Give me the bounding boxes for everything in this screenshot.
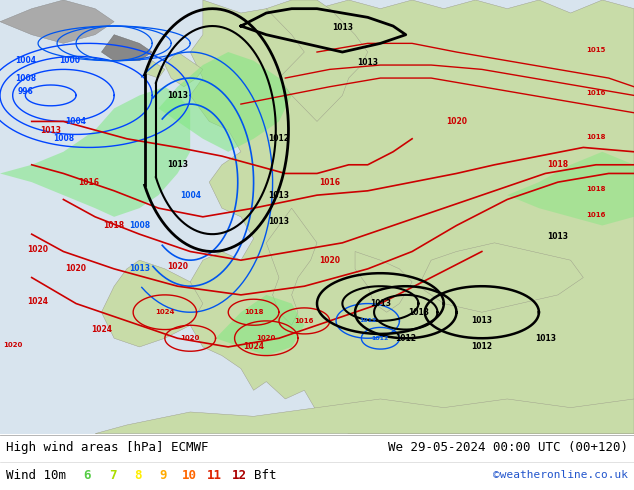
Text: We 29-05-2024 00:00 UTC (00+120): We 29-05-2024 00:00 UTC (00+120) xyxy=(387,441,628,454)
Text: 1013: 1013 xyxy=(167,91,188,100)
Text: 1013: 1013 xyxy=(408,308,429,317)
Text: 1016: 1016 xyxy=(78,178,100,187)
Text: 1012: 1012 xyxy=(395,334,417,343)
Text: 1024: 1024 xyxy=(155,309,174,315)
Text: 1024: 1024 xyxy=(91,325,112,334)
Text: ©weatheronline.co.uk: ©weatheronline.co.uk xyxy=(493,470,628,480)
Text: 1013: 1013 xyxy=(534,334,556,343)
Text: 1016: 1016 xyxy=(319,178,340,187)
Polygon shape xyxy=(158,52,292,152)
Text: 1020: 1020 xyxy=(65,265,87,273)
Text: 1008: 1008 xyxy=(53,134,74,143)
Text: 1013: 1013 xyxy=(471,317,493,325)
Text: 1013: 1013 xyxy=(357,58,378,67)
Text: 1013: 1013 xyxy=(268,217,290,226)
Text: 1020: 1020 xyxy=(167,262,188,271)
Polygon shape xyxy=(101,35,152,61)
Polygon shape xyxy=(101,260,203,347)
Text: 1004: 1004 xyxy=(179,191,201,199)
Text: 1020: 1020 xyxy=(446,117,467,126)
Text: 12: 12 xyxy=(232,469,247,482)
Polygon shape xyxy=(266,0,368,122)
Text: 1018: 1018 xyxy=(586,186,605,192)
Text: 1018: 1018 xyxy=(244,309,263,315)
Text: Wind 10m: Wind 10m xyxy=(6,469,67,482)
Text: 1013: 1013 xyxy=(370,299,391,308)
Text: Bft: Bft xyxy=(254,469,276,482)
Text: 1012: 1012 xyxy=(359,318,377,323)
Polygon shape xyxy=(165,52,203,87)
Text: 1018: 1018 xyxy=(586,134,605,140)
Text: 1012: 1012 xyxy=(471,343,493,351)
Text: 1020: 1020 xyxy=(319,256,340,265)
Polygon shape xyxy=(266,208,317,325)
Text: 10: 10 xyxy=(181,469,197,482)
Text: 1020: 1020 xyxy=(257,335,276,341)
Text: 6: 6 xyxy=(84,469,91,482)
Text: 1004: 1004 xyxy=(65,117,87,126)
Text: 1018: 1018 xyxy=(547,160,569,169)
Text: 1020: 1020 xyxy=(3,342,22,348)
Text: 1013: 1013 xyxy=(332,24,353,32)
Text: 1012: 1012 xyxy=(268,134,290,143)
Text: 1024: 1024 xyxy=(243,343,264,351)
Text: 996: 996 xyxy=(18,87,33,96)
Text: 9: 9 xyxy=(160,469,167,482)
Text: 1012: 1012 xyxy=(372,336,389,341)
Polygon shape xyxy=(146,61,165,78)
Text: 1018: 1018 xyxy=(103,221,125,230)
Text: 1016: 1016 xyxy=(295,318,314,324)
Text: 1013: 1013 xyxy=(129,265,150,273)
Text: 8: 8 xyxy=(134,469,142,482)
Text: 1008: 1008 xyxy=(129,221,150,230)
Text: 1013: 1013 xyxy=(268,191,290,199)
Polygon shape xyxy=(0,87,190,217)
Text: 1000: 1000 xyxy=(59,56,81,65)
Text: 1013: 1013 xyxy=(167,160,188,169)
Polygon shape xyxy=(0,0,114,44)
Polygon shape xyxy=(507,152,634,225)
Text: 1016: 1016 xyxy=(586,90,605,97)
Text: 1015: 1015 xyxy=(586,47,605,53)
Text: 7: 7 xyxy=(109,469,117,482)
Polygon shape xyxy=(418,243,583,312)
Text: 11: 11 xyxy=(207,469,222,482)
Text: 1013: 1013 xyxy=(547,231,569,241)
Polygon shape xyxy=(355,251,412,312)
Polygon shape xyxy=(216,295,304,356)
Polygon shape xyxy=(95,399,634,434)
Text: 1016: 1016 xyxy=(586,212,605,218)
Text: High wind areas [hPa] ECMWF: High wind areas [hPa] ECMWF xyxy=(6,441,209,454)
Text: 1020: 1020 xyxy=(181,335,200,341)
Text: 1024: 1024 xyxy=(27,296,49,306)
Text: 1013: 1013 xyxy=(40,125,61,135)
Text: 1020: 1020 xyxy=(27,245,49,253)
Text: 1008: 1008 xyxy=(15,74,36,82)
Text: 1004: 1004 xyxy=(15,56,36,65)
Polygon shape xyxy=(178,0,634,434)
